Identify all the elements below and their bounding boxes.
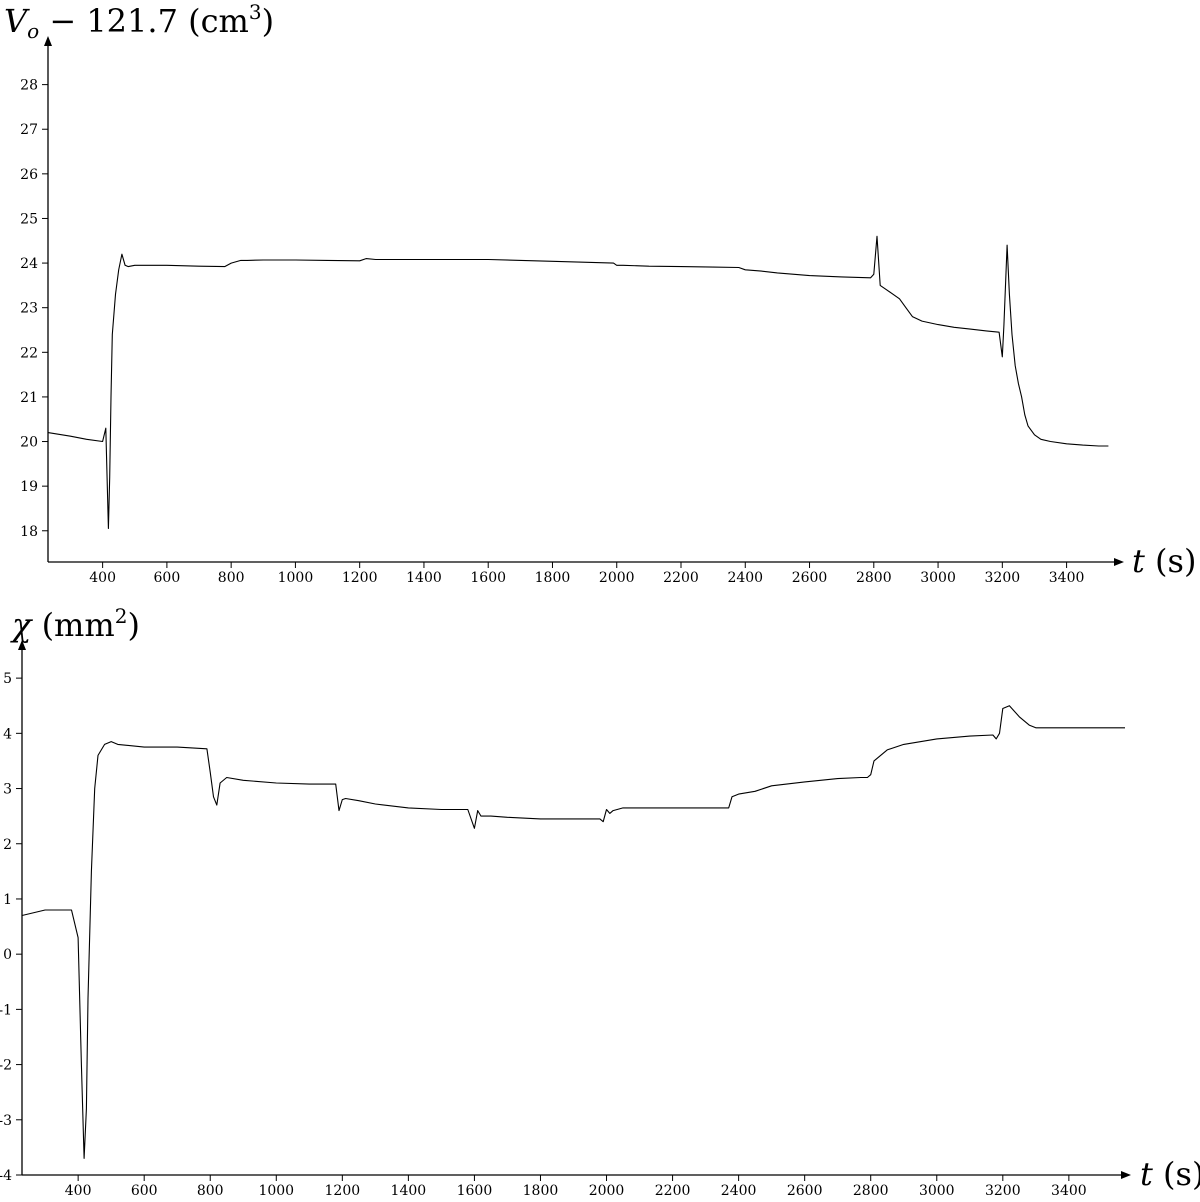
series-line — [21, 705, 1125, 1159]
x-axis-arrow — [1121, 1171, 1131, 1179]
y-axis-title-subscript: o — [27, 19, 39, 43]
x-tick-label: 1000 — [278, 570, 314, 586]
y-axis-arrow — [44, 36, 52, 46]
y-tick-label: -4 — [0, 1168, 12, 1184]
x-tick-label: 3400 — [1051, 1183, 1087, 1199]
x-tick-label: 600 — [154, 570, 181, 586]
x-axis-title-rest: (s) — [1145, 542, 1197, 580]
x-tick-label: 2800 — [853, 1183, 889, 1199]
y-tick-label: 25 — [20, 211, 38, 227]
y-tick-label: 27 — [20, 122, 38, 138]
series-line — [47, 235, 1109, 530]
y-tick-label: -3 — [0, 1113, 12, 1129]
y-tick-label: 28 — [20, 78, 38, 94]
x-tick-label: 2000 — [599, 570, 635, 586]
y-axis-title-sup: 3 — [249, 0, 262, 24]
x-tick-label: 1200 — [342, 570, 378, 586]
x-axis-title-rest: (s) — [1153, 1155, 1200, 1193]
x-tick-label: 2600 — [787, 1183, 823, 1199]
x-tick-label: 3200 — [985, 570, 1021, 586]
x-axis-title-symbol: t — [1132, 542, 1145, 580]
x-tick-label: 1600 — [470, 570, 506, 586]
y-tick-label: 22 — [20, 345, 38, 361]
x-tick-label: 600 — [131, 1183, 158, 1199]
y-tick-label: 24 — [20, 256, 38, 272]
y-tick-label: 1 — [3, 892, 12, 908]
x-tick-label: 2800 — [856, 570, 892, 586]
x-tick-label: 1400 — [406, 570, 442, 586]
y-tick-label: 2 — [3, 837, 12, 853]
x-tick-label: 3000 — [920, 570, 956, 586]
y-ticks: 18 19 20 21 22 23 24 25 26 27 28 — [20, 78, 48, 540]
x-tick-label: 800 — [197, 1183, 224, 1199]
x-tick-label: 2000 — [589, 1183, 625, 1199]
x-tick-label: 3200 — [985, 1183, 1021, 1199]
x-tick-label: 2600 — [792, 570, 828, 586]
x-tick-label: 2200 — [655, 1183, 691, 1199]
y-axis-title: χ (mm2) — [10, 604, 140, 644]
x-tick-label: 1600 — [457, 1183, 493, 1199]
volume-chart: 18 19 20 21 22 23 24 25 26 27 28 400 600 800 1000 1200… — [4, 0, 1196, 586]
y-tick-label: 20 — [20, 435, 38, 451]
x-tick-label: 1000 — [258, 1183, 294, 1199]
y-tick-label: 3 — [3, 782, 12, 798]
y-axis-title-symbol: V — [4, 2, 30, 40]
x-axis-arrow — [1114, 558, 1124, 566]
y-tick-label: 19 — [20, 479, 38, 495]
y-axis-title-rest: (mm — [31, 606, 114, 644]
x-tick-label: 2200 — [663, 570, 699, 586]
y-axis-title: Vo − 121.7 (cm3) — [4, 0, 274, 43]
x-tick-label: 800 — [218, 570, 245, 586]
y-tick-label: 4 — [3, 726, 12, 742]
y-tick-label: 18 — [20, 524, 38, 540]
y-axis-title-close: ) — [127, 606, 139, 644]
x-tick-label: 1800 — [535, 570, 571, 586]
x-axis-title: t (s) — [1132, 542, 1196, 580]
x-tick-label: 1400 — [391, 1183, 427, 1199]
y-tick-label: -1 — [0, 1002, 12, 1018]
x-tick-label: 1800 — [523, 1183, 559, 1199]
x-tick-label: 3000 — [919, 1183, 955, 1199]
x-tick-label: 400 — [89, 570, 116, 586]
y-axis-title-sup: 2 — [115, 604, 128, 628]
series-group — [47, 235, 1109, 530]
y-tick-label: 21 — [20, 390, 38, 406]
x-ticks: 400 600 800 1000 1200 1400 1600 1800 2000 2200 240… — [89, 562, 1084, 586]
y-tick-label: -2 — [0, 1058, 12, 1074]
y-ticks: -4 -3 -2 -1 0 1 2 3 4 5 — [0, 671, 22, 1184]
y-tick-label: 0 — [3, 947, 12, 963]
y-tick-label: 5 — [3, 671, 12, 687]
y-tick-label: 26 — [20, 167, 38, 183]
y-axis-title-rest: − 121.7 (cm — [39, 2, 249, 40]
y-axis-arrow — [18, 640, 26, 650]
x-axis-title-symbol: t — [1140, 1155, 1153, 1193]
x-tick-label: 3400 — [1049, 570, 1085, 586]
x-ticks: 400 600 800 1000 1200 1400 1600 1800 2000 2200 240… — [65, 1175, 1087, 1199]
x-tick-label: 400 — [65, 1183, 92, 1199]
series-group — [21, 705, 1125, 1159]
y-axis-title-close: ) — [262, 2, 274, 40]
chi-chart: -4 -3 -2 -1 0 1 2 3 4 5 400 600 800 1000 1200 1400 1600… — [0, 604, 1200, 1199]
x-tick-label: 2400 — [721, 1183, 757, 1199]
x-tick-label: 1200 — [325, 1183, 361, 1199]
x-tick-label: 2400 — [727, 570, 763, 586]
x-axis-title: t (s) — [1140, 1155, 1200, 1193]
y-tick-label: 23 — [20, 301, 38, 317]
y-axis-title-symbol: χ — [10, 606, 33, 644]
